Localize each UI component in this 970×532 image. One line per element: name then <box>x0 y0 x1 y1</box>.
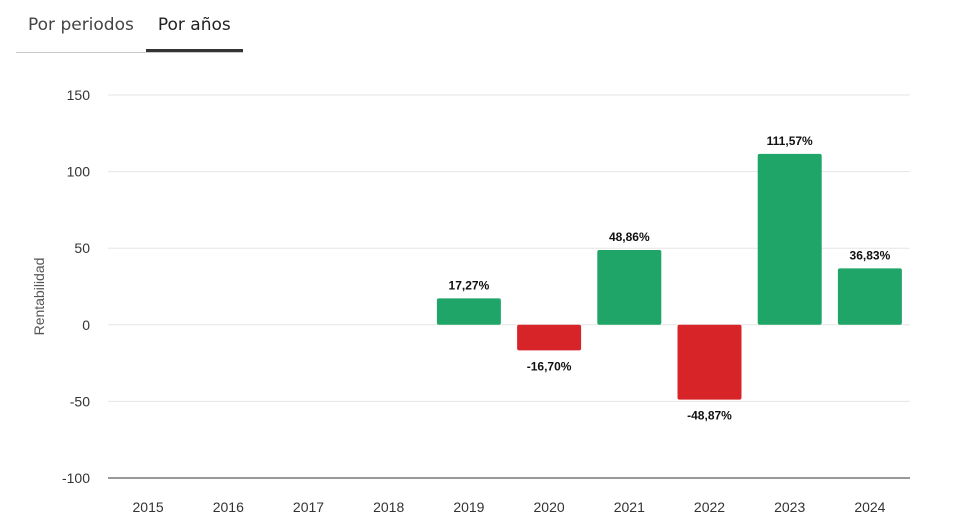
x-tick-label: 2023 <box>774 499 805 515</box>
bar-2024[interactable] <box>837 268 902 325</box>
bar-2022[interactable] <box>677 324 742 400</box>
x-tick-label: 2022 <box>694 499 725 515</box>
x-tick-label: 2017 <box>293 499 324 515</box>
data-label-2022: -48,87% <box>687 409 732 423</box>
y-tick-label: 100 <box>67 164 91 180</box>
data-labels: 17,27% -16,70% 48,86% -48,87% 111,57% 36,83% <box>449 134 891 423</box>
y-tick-label: 0 <box>82 317 90 333</box>
grid-lines <box>108 94 910 479</box>
period-tabs: Por periodos Por años <box>16 0 243 53</box>
data-label-2023: 111,57% <box>767 134 813 148</box>
y-tick-label: -50 <box>70 393 90 409</box>
bars <box>436 153 902 400</box>
x-tick-label: 2016 <box>213 499 244 515</box>
x-tick-label: 2020 <box>534 499 565 515</box>
x-tick-label: 2015 <box>133 499 164 515</box>
data-label-2021: 48,86% <box>609 230 650 244</box>
tab-por-anos[interactable]: Por años <box>145 0 243 52</box>
data-label-2019: 17,27% <box>449 278 490 292</box>
x-tick-label: 2021 <box>614 499 645 515</box>
x-tick-label: 2019 <box>453 499 484 515</box>
x-tick-label: 2018 <box>373 499 404 515</box>
data-label-2020: -16,70% <box>527 359 572 373</box>
y-axis-title: Rentabilidad <box>31 258 47 336</box>
bar-2020[interactable] <box>517 324 582 351</box>
y-tick-label: 150 <box>67 87 91 103</box>
bar-2021[interactable] <box>597 249 662 325</box>
tab-por-periodos[interactable]: Por periodos <box>28 15 134 35</box>
y-tick-label: 50 <box>74 240 90 256</box>
y-tick-label: -100 <box>62 470 90 486</box>
x-tick-label: 2024 <box>854 499 885 515</box>
y-axis-ticks: 150 100 50 0 -50 -100 <box>62 87 90 486</box>
bar-2019[interactable] <box>436 298 501 325</box>
x-axis-ticks: 2015 2016 2017 2018 2019 2020 2021 2022 2023 2024 <box>133 499 886 515</box>
data-label-2024: 36,83% <box>850 248 891 262</box>
bar-2023[interactable] <box>757 153 822 325</box>
